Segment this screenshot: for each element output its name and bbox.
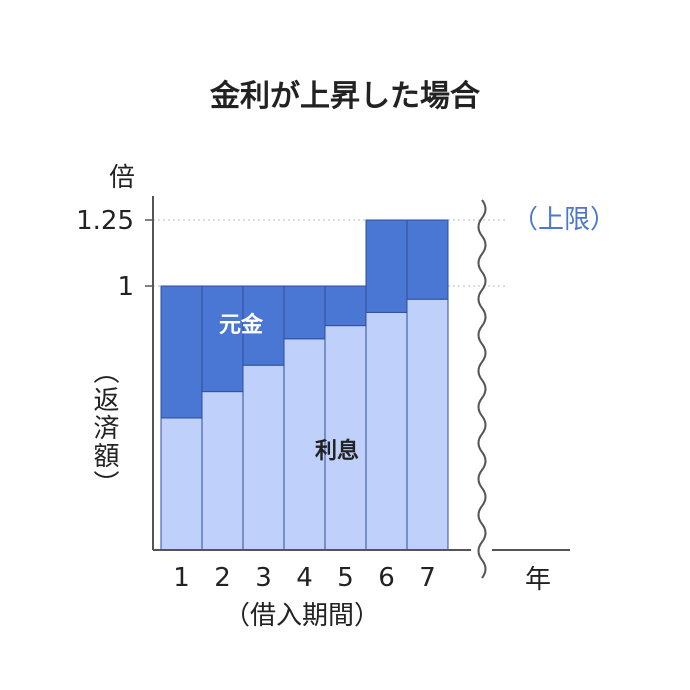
x-tick-label-7: 7 (419, 563, 436, 593)
series-label-interest: 利息 (315, 438, 359, 464)
x-tick-label-6: 6 (378, 563, 395, 593)
bar-interest-1 (160, 417, 203, 551)
bar-principal-3 (242, 285, 285, 366)
x-tick-label-5: 5 (337, 563, 354, 593)
y-tick-labels: 1.25 1 (76, 206, 134, 302)
x-unit-label: 年 (525, 565, 551, 595)
axes (145, 196, 570, 551)
x-tick-label-3: 3 (255, 563, 272, 593)
chart-title: 金利が上昇した場合 (209, 79, 480, 114)
bar-interest-6 (365, 311, 408, 551)
gridlines (153, 219, 505, 287)
bars (160, 219, 449, 551)
bar-principal-7 (406, 219, 449, 300)
bar-principal-6 (365, 219, 408, 313)
x-tick-label-1: 1 (173, 563, 190, 593)
bar-principal-2 (201, 285, 244, 393)
upper-limit-annotation: （上限） (512, 205, 616, 235)
y-tick-label-0: 1.25 (76, 206, 134, 236)
bar-principal-1 (160, 285, 203, 419)
bar-interest-2 (201, 391, 244, 551)
y-axis-title: （返済額） (89, 358, 119, 498)
bar-principal-5 (324, 285, 367, 327)
bar-interest-7 (406, 298, 449, 551)
x-axis-title: （借入期間） (224, 601, 380, 631)
axis-break-mark (477, 199, 487, 579)
series-label-principal: 元金 (219, 312, 264, 338)
bar-interest-3 (242, 364, 285, 551)
x-tick-label-4: 4 (296, 563, 313, 593)
bar-interest-5 (324, 325, 367, 551)
x-tick-label-2: 2 (214, 563, 231, 593)
bar-principal-4 (283, 285, 326, 340)
y-tick-label-1: 1 (117, 272, 134, 302)
y-unit-label: 倍 (109, 163, 135, 193)
bar-interest-4 (283, 338, 326, 551)
